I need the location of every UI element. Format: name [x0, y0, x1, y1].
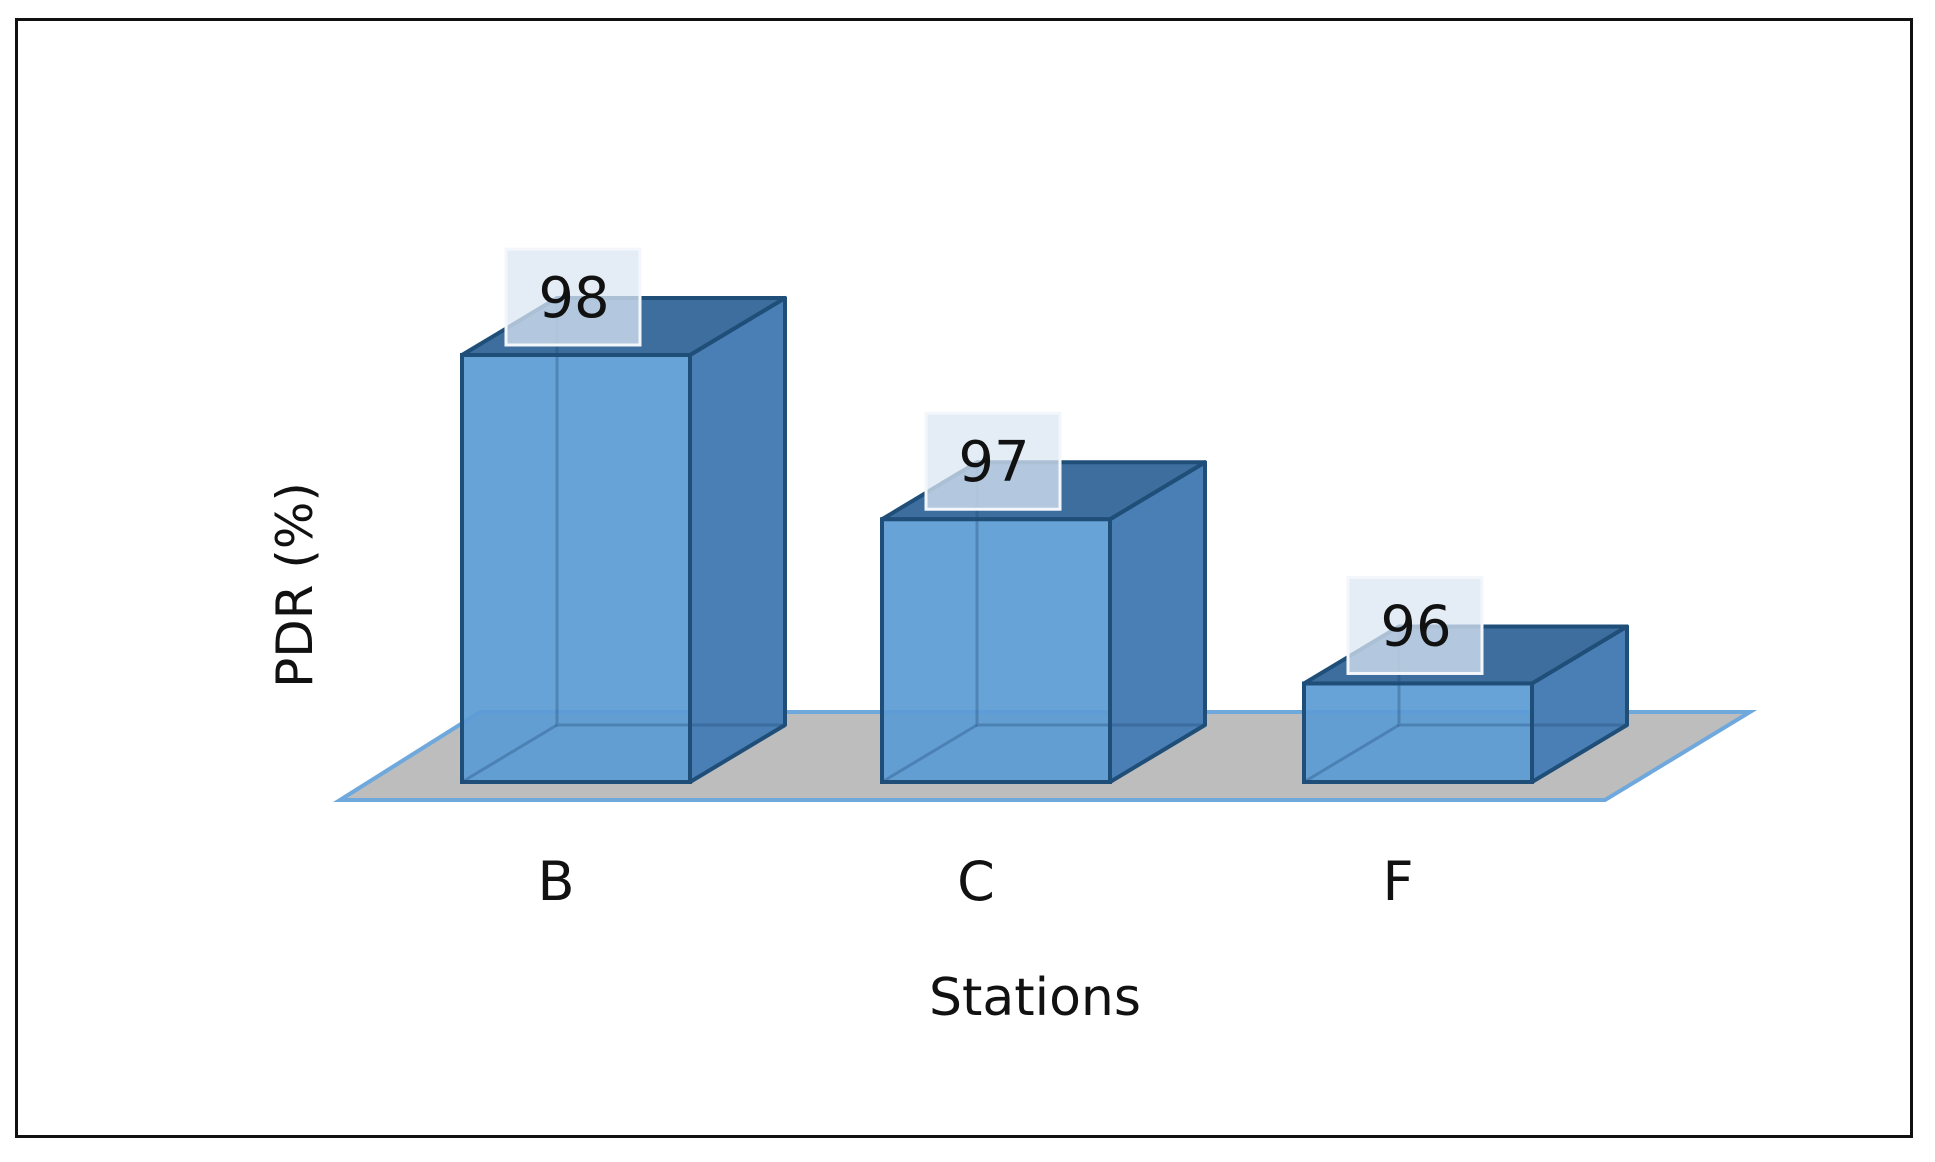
bar-back-edges	[975, 462, 1205, 727]
x-tick-label-F: F	[1382, 850, 1413, 913]
bar-depth-edge	[461, 723, 558, 784]
x-axis-label: Stations	[929, 968, 1141, 1028]
x-tick-label-C: C	[957, 850, 995, 913]
bar-depth-edge	[881, 723, 978, 784]
data-label-F: 96	[1380, 594, 1451, 659]
data-label-box-B	[504, 247, 642, 347]
bar-side-face	[688, 296, 787, 784]
bar-depth-edge	[1303, 723, 1400, 784]
bar-front-face	[460, 353, 692, 784]
bars-group	[460, 296, 1629, 785]
y-axis-label: PDR (%)	[266, 482, 324, 688]
bar-front-face	[1302, 681, 1534, 785]
x-tick-label-B: B	[537, 850, 574, 913]
data-label-box-C	[924, 411, 1062, 511]
data-labels-group: 98 97 96	[504, 247, 1484, 675]
bar-B	[460, 296, 787, 784]
data-label-C: 97	[958, 430, 1029, 495]
bar-back-edges	[555, 298, 785, 727]
data-label-box-F	[1346, 575, 1484, 675]
bar-C	[880, 460, 1207, 784]
data-label-B: 98	[538, 266, 609, 331]
bar-front-face	[880, 517, 1112, 784]
